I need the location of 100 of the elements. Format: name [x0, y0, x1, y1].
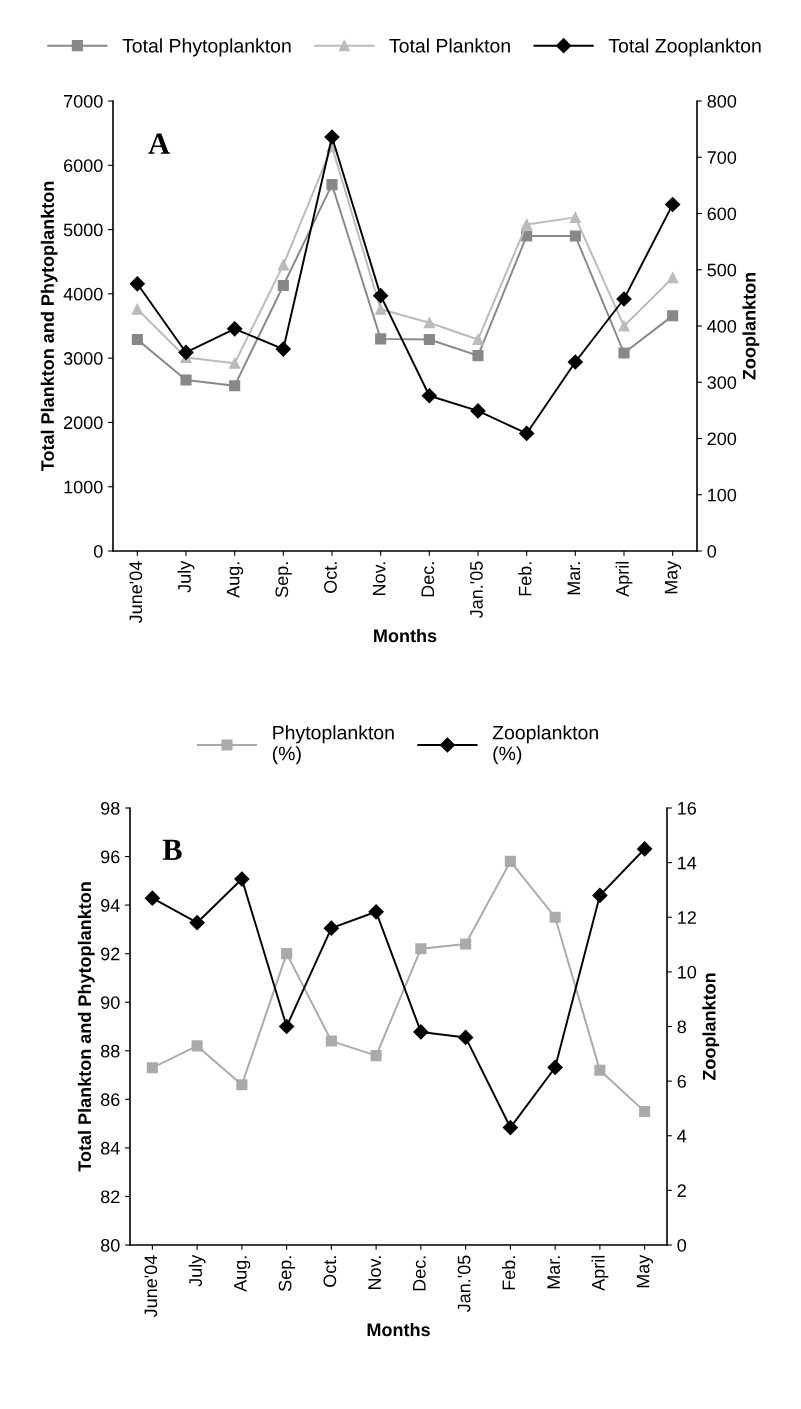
point [146, 1062, 158, 1074]
y2-axis-title: Zooplankton [742, 272, 760, 380]
x-tick-label: Jan.'05 [470, 561, 483, 619]
y2-axis-title: Zooplankton [702, 973, 720, 1081]
point [618, 320, 630, 332]
point [639, 1105, 651, 1118]
point [567, 354, 583, 370]
x-tick-label: July [188, 1254, 206, 1287]
y-tick-label: 96 [101, 850, 120, 864]
y-tick-label: 92 [101, 947, 120, 961]
y-tick-label: 1000 [64, 480, 103, 494]
y-tick-label: 88 [100, 1044, 120, 1058]
y2-tick-label: 2 [677, 1184, 686, 1197]
y-tick-label: 4000 [63, 287, 103, 301]
y-tick-label: 98 [101, 801, 120, 815]
point [368, 904, 384, 920]
point [569, 230, 581, 242]
x-tick-label: Oct. [323, 1256, 337, 1287]
point [667, 310, 679, 322]
point [458, 1029, 474, 1045]
y-tick-label: 3000 [63, 352, 103, 365]
y2-tick-label: 16 [678, 801, 697, 815]
x-tick-label: Sep. [275, 562, 292, 598]
y2-tick-label: 400 [707, 319, 737, 333]
y2-tick-label: 8 [677, 1020, 686, 1034]
point [423, 317, 435, 329]
x-tick-label: May [636, 1254, 654, 1288]
annotation: B [162, 839, 182, 860]
y2-tick-label: 4 [677, 1129, 687, 1143]
y2-tick-label: 14 [678, 856, 697, 870]
x-axis-title: Months [367, 1322, 430, 1337]
x-tick-label: Aug. [234, 1256, 251, 1292]
y-tick-label: 86 [100, 1093, 120, 1107]
point [665, 196, 681, 213]
point [413, 1024, 429, 1040]
point [281, 948, 293, 960]
y-axis-title: Total Plankton and Phytoplankton [77, 882, 95, 1172]
y2-tick-label: 600 [707, 207, 737, 221]
point [569, 211, 581, 223]
y2-tick-label: 200 [707, 432, 737, 446]
y2-tick-label: 0 [707, 544, 717, 558]
point [277, 279, 289, 292]
x-tick-label: June'04 [129, 561, 143, 624]
point [229, 380, 241, 392]
point [415, 943, 427, 955]
x-tick-label: Feb. [518, 562, 532, 596]
point [637, 841, 653, 857]
x-tick-label: Dec. [413, 1256, 426, 1291]
legend-label: Total Plankton [389, 38, 510, 53]
point [549, 911, 561, 923]
legend-label: Total Phytoplankton [122, 38, 291, 57]
point [227, 321, 243, 337]
x-tick-label: Nov. [372, 562, 386, 596]
point [326, 179, 338, 191]
legend-label: Zooplankton (%) [492, 725, 598, 765]
point [131, 303, 143, 315]
y-tick-label: 82 [100, 1190, 120, 1204]
y2-tick-label: 700 [707, 151, 737, 164]
point [502, 1119, 518, 1136]
point [521, 218, 533, 230]
x-tick-label: April [615, 561, 633, 597]
point [519, 425, 535, 442]
y-tick-label: 7000 [64, 94, 103, 108]
point [667, 272, 679, 284]
y-tick-label: 80 [100, 1238, 120, 1252]
y2-tick-label: 12 [678, 911, 696, 924]
point [423, 333, 435, 346]
point [275, 341, 291, 357]
point [421, 388, 437, 404]
point [324, 129, 340, 145]
point [594, 1064, 606, 1076]
x-tick-label: Feb. [501, 1256, 516, 1290]
x-tick-label: Sep. [278, 1256, 296, 1292]
x-tick-label: Oct. [324, 562, 337, 593]
legend-label: Total Zooplankton [608, 38, 761, 57]
x-tick-label: Mar. [547, 1256, 560, 1289]
point [129, 276, 145, 292]
x-tick-label: May [664, 560, 682, 594]
point [472, 350, 484, 362]
y-tick-label: 6000 [64, 159, 103, 173]
point [234, 871, 250, 887]
x-tick-label: Dec. [421, 562, 435, 597]
x-tick-label: Mar. [567, 562, 581, 595]
point [375, 333, 387, 345]
y-tick-label: 84 [100, 1141, 120, 1155]
point [229, 357, 241, 369]
point [191, 1040, 203, 1052]
point [236, 1079, 248, 1091]
point [472, 333, 484, 346]
y-axis-title: Total Plankton and Phytoplankton [40, 181, 58, 472]
point [325, 1035, 337, 1047]
y-tick-label: 2000 [64, 416, 103, 430]
y2-tick-label: 100 [708, 488, 737, 502]
y-tick-label: 90 [101, 996, 120, 1009]
point [618, 347, 630, 359]
x-axis-title: Months [374, 628, 437, 643]
point [521, 230, 533, 242]
y2-tick-label: 0 [677, 1238, 687, 1252]
point [504, 855, 516, 867]
x-tick-label: April [591, 1255, 609, 1291]
